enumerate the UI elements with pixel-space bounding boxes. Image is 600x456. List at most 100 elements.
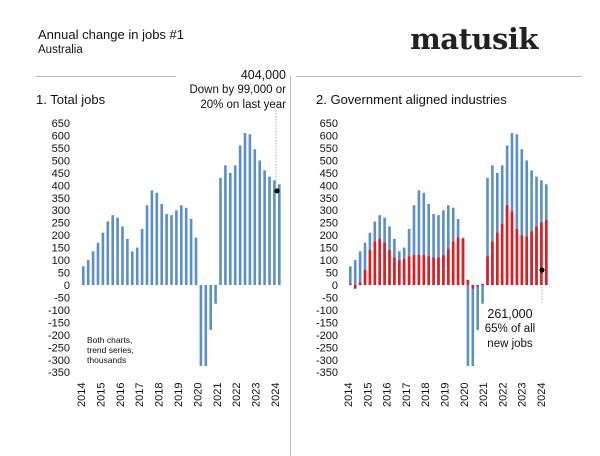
chart-2-xtick-label: 2019 xyxy=(440,383,452,407)
chart-2-gov-bar xyxy=(407,256,411,285)
chart-2-gov-bar xyxy=(363,270,367,285)
chart-2-gov-bar xyxy=(412,255,416,285)
chart-1-bar xyxy=(263,170,266,285)
chart-2-gov-bar xyxy=(535,226,538,285)
chart-2-gov-bar xyxy=(515,228,519,285)
chart-1-bar xyxy=(135,247,139,285)
annotation-total-value: 404,000 xyxy=(240,68,286,82)
chart-1-bar xyxy=(243,132,247,285)
chart-1-bar xyxy=(101,232,105,285)
chart-1-bar xyxy=(96,242,100,285)
chart-2-gov-bar xyxy=(368,250,372,285)
chart-1-ytick-label: -250 xyxy=(48,342,70,354)
chart-1-ytick-label: 600 xyxy=(52,130,70,142)
chart-2-ytick-label: -100 xyxy=(316,305,338,317)
panel-divider xyxy=(290,76,291,456)
chart-2-ytick-label: 500 xyxy=(320,155,338,167)
chart-1-bar xyxy=(184,207,188,285)
chart-2-gov-bar xyxy=(525,236,528,285)
chart-2-ytick-label: -300 xyxy=(316,355,338,367)
chart-2-xtick-label: 2018 xyxy=(420,383,432,407)
chart-1-bar xyxy=(131,251,134,285)
chart-2-ytick-label: -250 xyxy=(316,342,338,354)
chart-2-gov-bar xyxy=(540,222,543,285)
chart-2-gov-bar xyxy=(402,258,406,285)
chart-2-bar xyxy=(417,190,421,285)
chart-2-bar xyxy=(353,260,357,285)
chart-2-ytick-label: -150 xyxy=(316,317,338,329)
chart-2-xtick-label: 2020 xyxy=(459,383,471,407)
chart-2-bar xyxy=(427,204,430,285)
chart-2-ytick-label: 550 xyxy=(320,143,338,155)
chart-2-bar xyxy=(520,149,524,285)
chart-1-xtick-label: 2021 xyxy=(212,383,224,407)
annotation-total-line2: 20% on last year xyxy=(200,99,286,111)
chart-2-gov-bar xyxy=(393,257,396,285)
chart-2-marker-dot xyxy=(539,267,545,273)
page-title: Annual change in jobs #1 xyxy=(38,27,185,42)
chart-2-gov-bar xyxy=(466,280,470,285)
chart-1-ytick-label: 400 xyxy=(52,180,70,192)
chart-2-ytick-label: 100 xyxy=(320,255,338,267)
chart-2-gov-bar xyxy=(442,255,445,285)
chart-2-gov-bar xyxy=(461,238,465,285)
header-rule-left xyxy=(36,76,176,77)
chart-2-bar xyxy=(437,215,440,285)
chart-2-gov-bar xyxy=(471,285,475,289)
chart-1-bar xyxy=(278,184,281,285)
chart-2-gov-bar xyxy=(358,282,362,285)
chart-2-title: 2. Government aligned industries xyxy=(316,92,507,107)
chart-2-bar xyxy=(432,213,435,285)
chart-2-gov-bar xyxy=(505,205,509,285)
chart-1-ytick-label: 350 xyxy=(52,193,70,205)
header-rule-right xyxy=(296,76,582,77)
chart-1-bar xyxy=(209,285,212,330)
chart-1-bar xyxy=(150,190,154,285)
chart-2-gov-bar xyxy=(422,255,426,285)
chart-1-xtick-label: 2016 xyxy=(115,383,127,407)
chart-1-ytick-label: 500 xyxy=(52,155,70,167)
chart-1-bar xyxy=(224,165,227,285)
chart-1-bar xyxy=(233,165,237,285)
chart-2-bar xyxy=(486,177,489,285)
chart-2-xtick-label: 2021 xyxy=(478,383,490,407)
chart-2-ytick-label: 200 xyxy=(320,230,338,242)
chart-1-marker-dot xyxy=(274,188,280,194)
chart-1-title: 1. Total jobs xyxy=(36,92,106,107)
chart-1-bar xyxy=(111,215,114,285)
chart-2-ytick-label: -200 xyxy=(316,330,338,342)
chart-1-bar xyxy=(106,221,110,285)
chart-1-ytick-label: 100 xyxy=(52,255,70,267)
chart-2-ytick-label: 400 xyxy=(320,180,338,192)
chart-2-xtick-label: 2024 xyxy=(536,383,548,407)
chart-1-ytick-label: -200 xyxy=(48,330,70,342)
chart-1-bar xyxy=(140,228,144,285)
chart-1-ytick-label: 550 xyxy=(52,143,70,155)
chart-2-ytick-label: 50 xyxy=(326,268,338,280)
chart-1-bar xyxy=(229,172,232,285)
chart-2-gov-bar xyxy=(373,241,377,285)
chart-1-ytick-label: -350 xyxy=(48,367,70,379)
chart-2-bar xyxy=(471,285,475,366)
chart-1-bar xyxy=(253,149,257,285)
chart-1-bar xyxy=(155,192,159,285)
chart-1-xtick-label: 2020 xyxy=(192,383,204,407)
chart-2-bar xyxy=(358,251,362,285)
chart-2-gov-bar xyxy=(353,285,357,289)
chart-2-xtick-label: 2016 xyxy=(382,383,394,407)
chart-2-gov-bar xyxy=(447,248,450,285)
chart-1-ytick-label: 650 xyxy=(52,118,70,130)
chart-2-gov-bar xyxy=(437,257,440,285)
chart-2-ytick-label: 150 xyxy=(320,243,338,255)
page-subtitle: Australia xyxy=(38,44,83,56)
chart-2-gov-bar xyxy=(486,256,489,285)
chart-2-xtick-label: 2022 xyxy=(497,383,509,407)
chart-1-xtick-label: 2023 xyxy=(251,383,263,407)
chart-2-gov-bar xyxy=(491,241,494,285)
chart-2-ytick-label: 250 xyxy=(320,218,338,230)
chart-2-bar xyxy=(491,165,494,285)
chart-1-xtick-label: 2018 xyxy=(154,383,166,407)
note-line1: Both charts, xyxy=(87,335,133,345)
chart-1-bar xyxy=(258,160,261,285)
chart-2-gov-bar xyxy=(451,241,455,285)
